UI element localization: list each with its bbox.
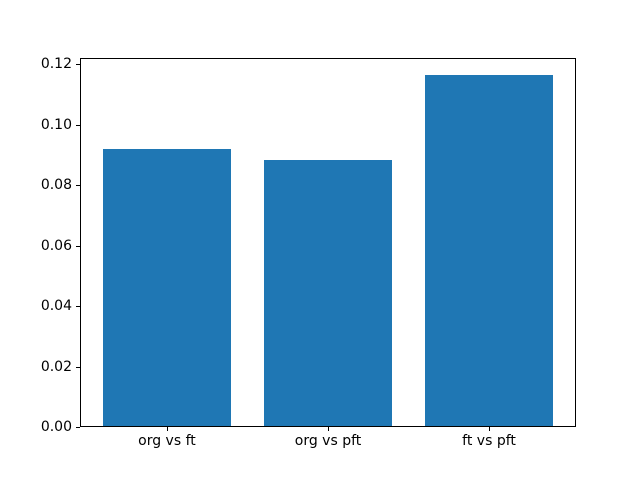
x-tick-label: org vs pft bbox=[294, 433, 362, 449]
x-tick-label: ft vs pft bbox=[462, 433, 516, 449]
y-tick-mark bbox=[76, 427, 80, 428]
plot-area bbox=[80, 58, 576, 427]
x-tick-label: org vs ft bbox=[138, 433, 196, 449]
y-tick-mark bbox=[76, 124, 80, 126]
y-tick-label: 0.12 bbox=[40, 56, 72, 73]
y-tick-label: 0.02 bbox=[40, 358, 72, 375]
x-tick-mark bbox=[166, 427, 168, 431]
y-tick-label: 0.06 bbox=[40, 237, 72, 254]
y-tick-label: 0.10 bbox=[40, 116, 72, 133]
y-tick-mark bbox=[76, 306, 80, 308]
y-tick-label: 0.04 bbox=[40, 298, 72, 315]
y-tick-label: 0.00 bbox=[40, 419, 72, 435]
bar bbox=[263, 159, 393, 426]
bar bbox=[102, 148, 232, 426]
y-tick-mark bbox=[76, 64, 80, 66]
y-tick-mark bbox=[76, 185, 80, 187]
x-tick-mark bbox=[328, 427, 329, 431]
x-tick-mark bbox=[489, 427, 491, 431]
y-tick-label: 0.08 bbox=[40, 177, 72, 194]
bar bbox=[424, 74, 554, 426]
y-tick-mark bbox=[76, 245, 80, 247]
y-tick-mark bbox=[76, 366, 80, 368]
